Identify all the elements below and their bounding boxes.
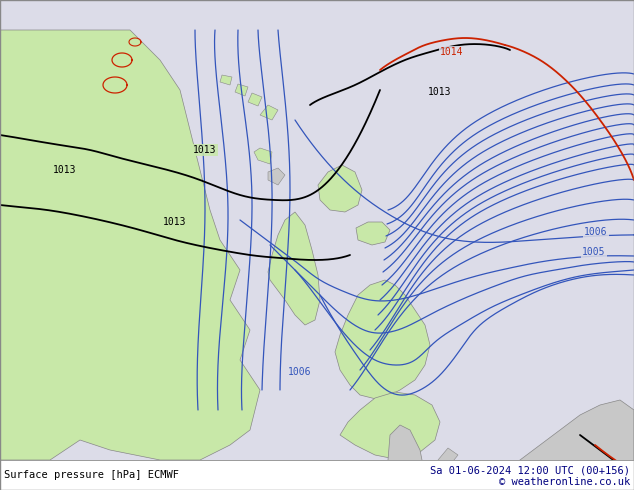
Bar bbox=[0, 460, 634, 490]
Text: 1013: 1013 bbox=[428, 87, 452, 97]
Polygon shape bbox=[335, 280, 430, 400]
Text: 1013: 1013 bbox=[53, 165, 77, 175]
Polygon shape bbox=[254, 148, 272, 164]
Text: 1013: 1013 bbox=[163, 217, 187, 227]
Polygon shape bbox=[235, 84, 248, 96]
Polygon shape bbox=[460, 400, 634, 490]
Text: 1005: 1005 bbox=[582, 247, 605, 257]
Text: 1014: 1014 bbox=[440, 47, 463, 57]
Text: Sa 01-06-2024 12:00 UTC (00+156): Sa 01-06-2024 12:00 UTC (00+156) bbox=[430, 465, 630, 475]
Polygon shape bbox=[268, 168, 285, 185]
Polygon shape bbox=[0, 0, 260, 460]
Polygon shape bbox=[260, 105, 278, 120]
Polygon shape bbox=[356, 222, 390, 245]
Text: Surface pressure [hPa] ECMWF: Surface pressure [hPa] ECMWF bbox=[4, 470, 179, 480]
Polygon shape bbox=[220, 75, 232, 85]
Polygon shape bbox=[268, 212, 320, 325]
Polygon shape bbox=[388, 425, 425, 490]
Text: © weatheronline.co.uk: © weatheronline.co.uk bbox=[499, 477, 630, 487]
Polygon shape bbox=[460, 464, 475, 478]
Text: 1006: 1006 bbox=[288, 367, 312, 377]
Text: 1013: 1013 bbox=[193, 145, 217, 155]
Text: 1006: 1006 bbox=[585, 227, 608, 237]
Polygon shape bbox=[340, 392, 440, 460]
Polygon shape bbox=[438, 448, 458, 465]
Polygon shape bbox=[318, 165, 362, 212]
Polygon shape bbox=[248, 93, 262, 106]
